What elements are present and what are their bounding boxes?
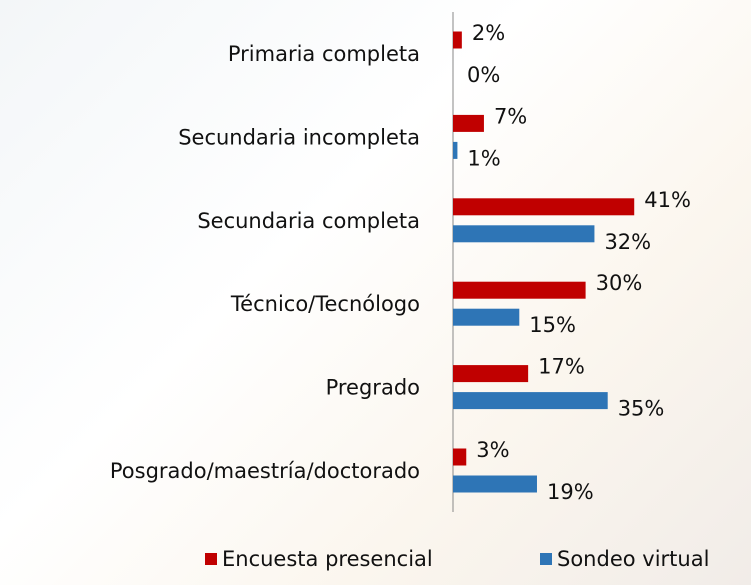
category-label: Posgrado/maestría/doctorado — [110, 459, 420, 483]
value-label: 2% — [472, 21, 505, 45]
value-label: 7% — [494, 104, 527, 128]
bar — [453, 308, 520, 326]
category-label: Técnico/Tecnólogo — [230, 292, 420, 316]
bar — [453, 392, 608, 410]
category-label: Pregrado — [326, 376, 420, 400]
legend-label: Sondeo virtual — [557, 547, 709, 571]
legend-label: Encuesta presencial — [222, 547, 433, 571]
category-label: Secundaria incompleta — [178, 125, 420, 149]
bar — [453, 475, 537, 493]
value-label: 1% — [467, 146, 500, 170]
value-label: 19% — [547, 480, 594, 504]
value-label: 15% — [529, 313, 576, 337]
bar — [453, 198, 635, 216]
bar — [453, 114, 484, 132]
value-label: 32% — [604, 230, 651, 254]
bar — [453, 281, 586, 299]
legend-swatch — [205, 553, 217, 565]
bar — [453, 448, 467, 466]
value-label: 30% — [596, 271, 643, 295]
bar — [453, 141, 458, 159]
legend-swatch — [540, 553, 552, 565]
bar — [453, 225, 595, 243]
bar — [453, 31, 462, 49]
value-label: 41% — [644, 188, 691, 212]
value-label: 35% — [618, 397, 665, 421]
category-label: Secundaria completa — [197, 209, 420, 233]
value-label: 0% — [467, 63, 500, 87]
bar — [453, 365, 529, 383]
value-label: 3% — [476, 438, 509, 462]
category-label: Primaria completa — [228, 42, 420, 66]
value-label: 17% — [538, 355, 585, 379]
